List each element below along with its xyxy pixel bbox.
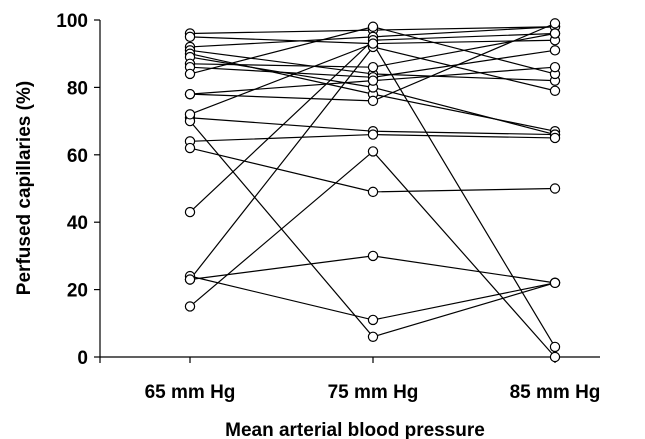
y-tick-label: 40 bbox=[67, 213, 88, 234]
y-tick-label: 80 bbox=[67, 78, 88, 99]
data-point bbox=[367, 38, 379, 49]
data-point bbox=[367, 331, 379, 342]
data-point bbox=[549, 183, 561, 194]
y-tick-label: 100 bbox=[56, 11, 88, 32]
data-point bbox=[184, 142, 196, 154]
series-line bbox=[189, 275, 556, 321]
data-point bbox=[367, 314, 379, 326]
axes bbox=[94, 19, 600, 363]
data-point bbox=[184, 31, 196, 43]
y-axis-title: Perfused capillaries (%) bbox=[14, 81, 35, 295]
x-tick-label: 75 mm Hg bbox=[328, 382, 419, 403]
data-point bbox=[184, 68, 196, 80]
data-point bbox=[549, 61, 561, 73]
data-point bbox=[367, 146, 379, 157]
x-axis-title: Mean arterial blood pressure bbox=[225, 420, 485, 439]
data-point bbox=[549, 351, 561, 363]
data-point bbox=[549, 45, 561, 56]
data-points bbox=[184, 18, 561, 363]
data-point bbox=[367, 186, 379, 198]
data-point bbox=[367, 95, 379, 107]
y-tick-label: 0 bbox=[77, 348, 88, 369]
x-tick-label: 65 mm Hg bbox=[145, 382, 236, 403]
y-tick-label: 20 bbox=[67, 281, 88, 302]
data-point bbox=[367, 61, 379, 73]
tick-labels: 0 20 40 60 80 100 65 mm Hg 75 mm Hg 85 mm Hg bbox=[56, 11, 600, 403]
data-point bbox=[184, 88, 196, 100]
data-point bbox=[549, 28, 561, 39]
data-point bbox=[184, 301, 196, 312]
data-point bbox=[549, 277, 561, 289]
data-point bbox=[367, 250, 379, 262]
x-tick-label: 85 mm Hg bbox=[510, 382, 601, 403]
data-point bbox=[367, 21, 379, 32]
data-point bbox=[549, 85, 561, 96]
data-point bbox=[549, 132, 561, 144]
data-point bbox=[367, 75, 379, 86]
data-point bbox=[549, 18, 561, 29]
data-point bbox=[184, 109, 196, 120]
data-point bbox=[184, 206, 196, 218]
data-point bbox=[549, 341, 561, 353]
data-point bbox=[184, 274, 196, 285]
y-tick-label: 60 bbox=[67, 146, 88, 167]
data-point bbox=[367, 129, 379, 140]
